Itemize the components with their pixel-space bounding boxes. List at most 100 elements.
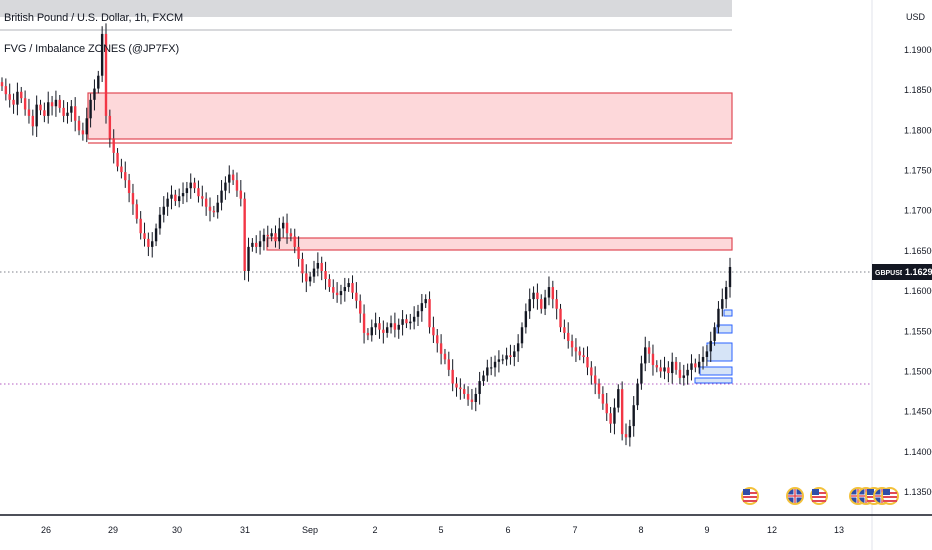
candle-bullish (524, 311, 528, 328)
candle-bullish (682, 375, 685, 378)
candle-bullish (154, 228, 158, 242)
candle-bearish (624, 434, 628, 438)
candle-bearish (455, 383, 458, 388)
candle-bearish (231, 174, 235, 181)
price-axis-currency: USD (906, 12, 926, 22)
candle-bearish (197, 188, 200, 197)
time-tick-label: 29 (108, 525, 118, 535)
candle-bullish (185, 188, 189, 194)
chart-title[interactable]: British Pound / U.S. Dollar, 1h, FXCM (4, 12, 184, 24)
candle-bearish (439, 343, 443, 354)
candle-bullish (701, 356, 705, 362)
candle-bullish (728, 266, 732, 288)
last-price-tag: 1.16297 (902, 264, 932, 280)
price-tick-label: 1.14500 (904, 407, 932, 417)
candle-bearish (694, 363, 697, 368)
candle-bearish (62, 107, 65, 116)
candle-bearish (536, 292, 539, 300)
candle-bearish (108, 115, 112, 139)
candle-bearish (8, 94, 11, 100)
price-tick-label: 1.17500 (904, 166, 932, 176)
time-tick-label: 6 (505, 525, 510, 535)
price-axis[interactable]: 1.19000 1.18500 1.18000 1.17500 1.17000 1.165… (904, 45, 932, 497)
candle-bearish (77, 120, 81, 131)
candle-bullish (505, 355, 508, 360)
candle-bearish (147, 238, 150, 247)
event-flag-us-icon (741, 487, 759, 505)
svg-text:1.16297: 1.16297 (905, 267, 932, 277)
time-tick-label: 26 (41, 525, 51, 535)
candle-bearish (193, 182, 196, 189)
candle-bullish (228, 174, 231, 183)
candle-bearish (143, 233, 146, 239)
candle-bearish (4, 86, 8, 95)
candle-bearish (559, 308, 562, 328)
candle-bearish (586, 356, 589, 368)
candle-bullish (543, 297, 547, 309)
candle-bearish (0, 82, 4, 87)
candle-bearish (239, 190, 243, 199)
header-bar (0, 0, 732, 17)
time-tick-label: 9 (704, 525, 709, 535)
candle-bearish (73, 106, 77, 121)
candle-bearish (582, 355, 585, 357)
candle-bearish (139, 218, 142, 234)
candle-bullish (93, 88, 96, 100)
candle-bullish (189, 182, 192, 189)
price-tick-label: 1.16000 (904, 286, 932, 296)
price-tick-label: 1.18000 (904, 125, 932, 135)
candle-bearish (266, 234, 269, 237)
candle-bearish (274, 233, 277, 242)
candle-bullish (489, 367, 493, 369)
event-flag-uk-icon (786, 487, 804, 505)
fvg-zone-upper[interactable] (87, 92, 733, 144)
candle-bullish (270, 233, 273, 237)
candle-bearish (285, 222, 289, 234)
candle-bullish (690, 363, 693, 370)
candlestick-series (0, 23, 732, 447)
candle-bearish (667, 367, 670, 374)
candle-bearish (112, 138, 115, 153)
candle-bullish (66, 112, 69, 116)
indicator-legend[interactable]: FVG / Imbalance ZONES (@JP7FX) (4, 43, 180, 55)
time-tick-label: 2 (372, 525, 377, 535)
candle-bearish (432, 327, 435, 336)
candle-bullish (100, 33, 104, 76)
candle-bearish (674, 361, 678, 370)
price-tick-label: 1.15500 (904, 326, 932, 336)
candle-bullish (721, 299, 724, 309)
fvg-zones-bullish[interactable] (694, 309, 733, 384)
candle-bullish (97, 75, 100, 89)
candle-bullish (308, 276, 312, 282)
candle-bearish (678, 369, 682, 378)
candle-bearish (655, 365, 659, 368)
candle-bullish (697, 361, 701, 368)
time-tick-label: 30 (172, 525, 182, 535)
price-tick-label: 1.14000 (904, 447, 932, 457)
candle-bearish (235, 180, 239, 191)
candle-bullish (478, 381, 481, 394)
candle-bearish (578, 351, 581, 356)
candle-bullish (224, 182, 227, 191)
svg-text:GBPUSD: GBPUSD (875, 270, 905, 277)
candle-bullish (528, 299, 531, 312)
candle-bearish (212, 210, 216, 213)
candle-bullish (374, 323, 377, 328)
candle-bullish (258, 241, 262, 247)
time-tick-label: 12 (767, 525, 777, 535)
candle-bearish (255, 242, 258, 247)
candle-bullish (532, 292, 535, 300)
fvg-zone-middle[interactable] (266, 237, 733, 251)
economic-event-flags[interactable] (741, 487, 899, 505)
candle-bullish (501, 359, 504, 361)
time-axis[interactable]: 26 29 30 31 Sep 2 5 6 7 8 9 12 13 (41, 525, 844, 535)
candle-bullish (613, 407, 616, 424)
candle-bullish (343, 287, 347, 292)
candle-bearish (12, 99, 15, 105)
candle-bearish (320, 262, 323, 271)
candle-bullish (339, 291, 343, 296)
candle-bullish (416, 311, 420, 317)
time-tick-label: 13 (834, 525, 844, 535)
